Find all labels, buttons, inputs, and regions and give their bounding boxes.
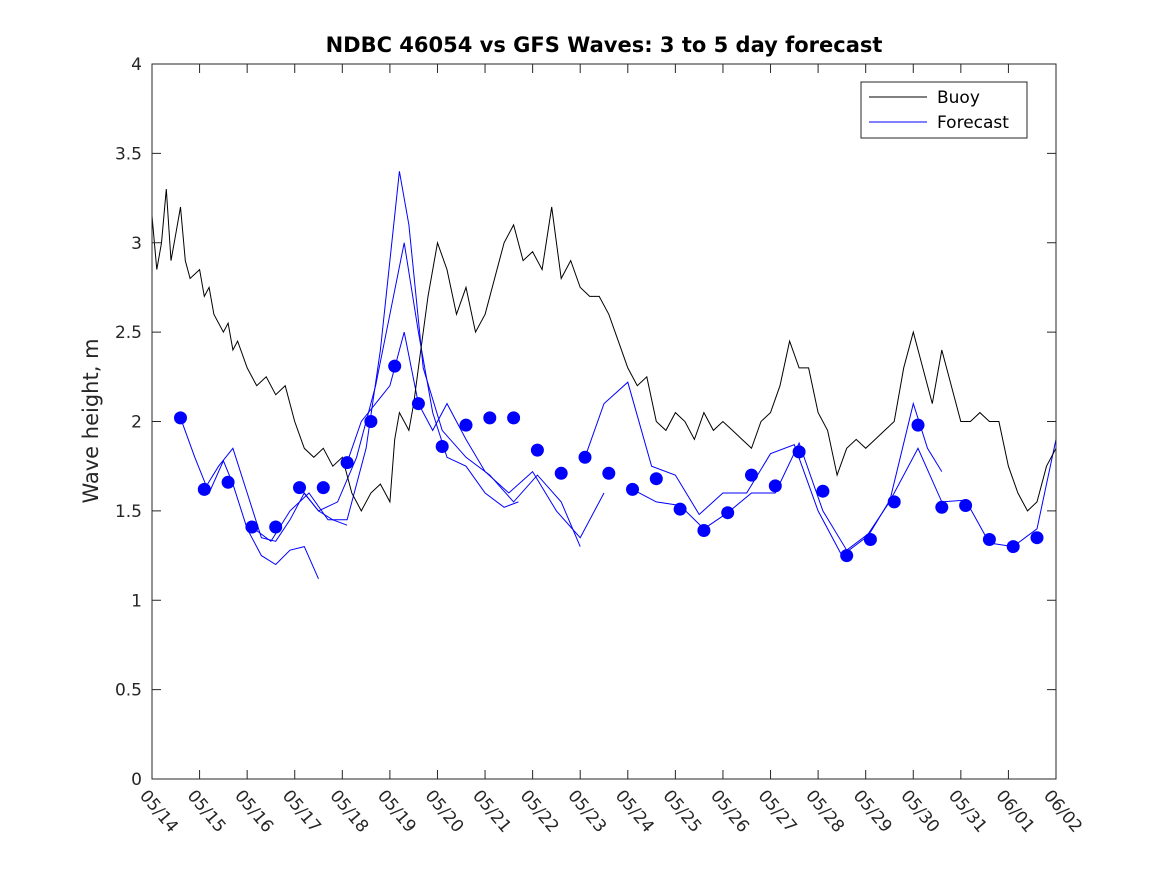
forecast-marker [649,472,663,486]
forecast-run-line [180,417,319,580]
forecast-marker [174,411,187,425]
x-tick-label: 05/23 [563,786,610,836]
forecast-marker [578,450,592,464]
forecast-marker [768,479,782,493]
forecast-marker [1006,540,1020,554]
x-tick-label: 05/24 [611,786,658,836]
chart-title: NDBC 46054 vs GFS Waves: 3 to 5 day fore… [326,33,883,57]
x-tick-label: 05/28 [801,786,848,836]
x-tick-label: 05/30 [896,786,943,836]
y-tick-label: 0.5 [115,681,142,701]
x-tick-label: 05/19 [373,786,420,836]
forecast-marker [887,495,901,509]
x-tick-label: 05/29 [849,786,896,836]
forecast-marker [293,481,306,495]
forecast-marker [840,549,854,563]
x-tick-label: 05/22 [516,786,563,836]
x-tick-label: 05/15 [183,786,230,836]
y-axis: 0 0.5 1 1.5 2 2.5 3 3.5 4 [115,55,1056,790]
forecast-marker [602,466,616,480]
y-tick-label: 4 [131,55,142,75]
forecast-marker [435,440,449,453]
x-tick-label: 05/21 [468,786,515,836]
forecast-marker [721,506,735,520]
forecast-marker [959,499,973,512]
legend-label-forecast: Forecast [937,113,1009,133]
forecast-marker [507,411,521,425]
legend: Buoy Forecast [860,81,1028,139]
x-tick-label: 05/31 [944,786,991,836]
forecast-marker [863,533,877,546]
forecast-marker [745,468,758,482]
x-tick-label: 05/26 [706,786,753,836]
x-tick-label: 05/27 [754,786,801,836]
y-axis-label: Wave height, m [79,338,103,503]
buoy-line [151,189,1057,512]
forecast-marker [364,415,378,428]
y-tick-label: 3.5 [115,144,142,164]
forecast-marker [935,500,949,514]
forecast-marker [197,482,211,496]
forecast-marker [911,418,925,432]
x-tick-label: 05/14 [135,786,182,836]
forecast-marker [411,397,425,411]
y-tick-label: 1 [131,591,142,611]
x-tick-label: 05/18 [325,786,372,836]
forecast-run-line [251,171,581,547]
forecast-marker [459,418,473,432]
forecast-marker [792,445,806,459]
forecast-marker [269,520,283,534]
forecast-run-line [346,331,605,539]
forecast-marker [982,533,996,546]
x-tick-label: 05/25 [659,786,706,836]
forecast-marker [245,520,259,534]
y-tick-label: 2 [131,413,142,433]
legend-label-buoy: Buoy [937,88,980,108]
forecast-marker [388,359,402,373]
forecast-run-line [584,381,943,557]
forecast-marker [221,475,235,489]
forecast-marker [673,502,687,516]
forecast-marker [1030,531,1044,545]
x-tick-label: 05/17 [278,786,325,836]
plot-area [151,171,1057,580]
forecast-marker [340,456,354,470]
forecast-marker [626,482,639,496]
legend-box [860,81,1028,139]
x-axis: 05/14 05/15 05/16 05/17 05/18 05/19 05/20 05/21… [135,64,1086,837]
y-tick-label: 0 [131,770,142,790]
x-tick-label: 05/20 [421,786,468,836]
forecast-marker [530,443,544,457]
x-tick-label: 06/02 [1039,786,1086,836]
forecast-marker [554,466,568,480]
forecast-marker [483,411,497,425]
forecast-run-line [299,242,519,512]
x-tick-label: 06/01 [992,786,1039,836]
y-tick-label: 2.5 [115,323,142,343]
x-tick-label: 05/16 [230,786,277,836]
forecast-marker [697,524,711,537]
forecast-marker [316,481,330,495]
forecast-markers [174,359,1044,563]
y-tick-label: 3 [131,234,142,254]
y-tick-label: 1.5 [115,502,142,522]
forecast-marker [816,484,830,498]
